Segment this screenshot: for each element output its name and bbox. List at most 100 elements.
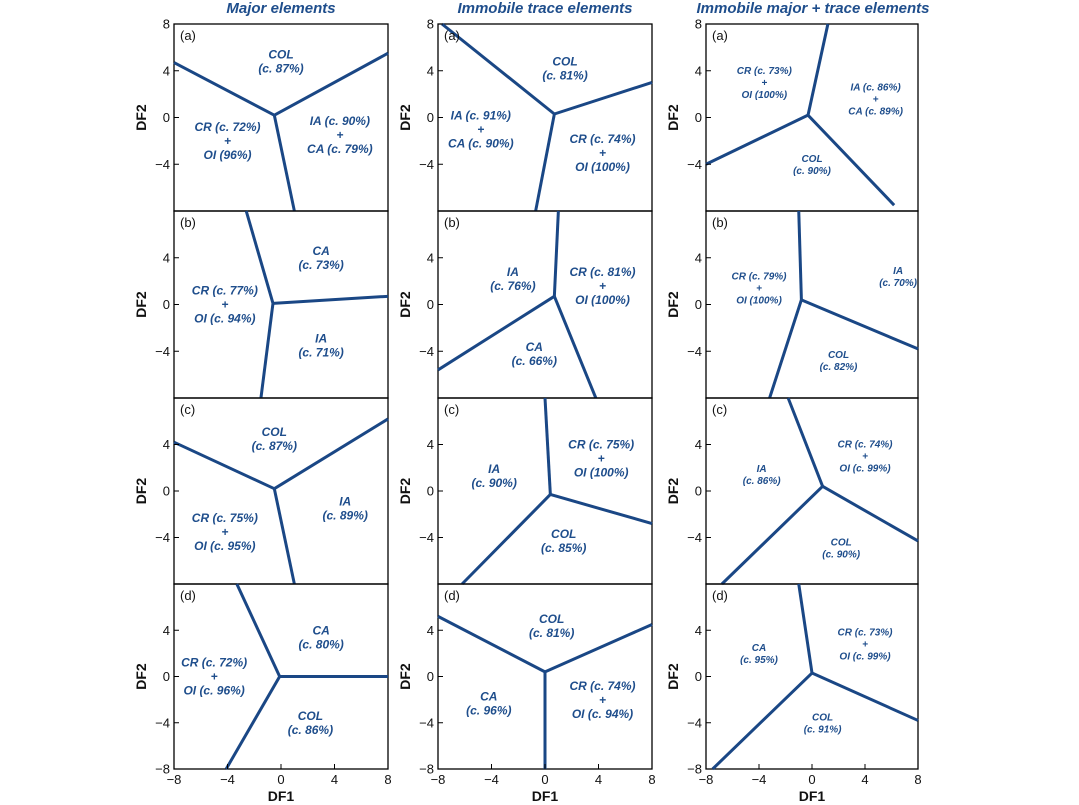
region-label-line: COL (552, 55, 577, 69)
region-label-line: + (756, 284, 762, 295)
region-label-line: OI (100%) (575, 160, 630, 174)
region-label-line: (c. 76%) (490, 279, 535, 293)
region-label-line: CR (c. 74%) (569, 132, 635, 146)
boundary-line (821, 485, 919, 543)
region-label: COL(c. 81%) (542, 55, 587, 83)
region-label-line: CA (312, 244, 329, 258)
panel-label: (b) (180, 215, 196, 230)
x-tick-label: 0 (808, 772, 815, 787)
region-label: CR (c. 74%)+OI (100%) (569, 132, 635, 174)
region-label: CA(c. 73%) (298, 244, 343, 272)
region-label-line: (c. 73%) (298, 258, 343, 272)
region-label-line: CA (752, 643, 766, 654)
region-label-line: + (862, 452, 868, 463)
region-label-line: OI (c. 96%) (183, 684, 244, 698)
region-label-line: CR (c. 72%) (194, 120, 260, 134)
region-label-line: CA (c. 90%) (448, 136, 514, 150)
column-title-major: Major elements (226, 0, 335, 17)
region-label: CR (c. 75%)+OI (c. 95%) (192, 511, 258, 553)
y-tick-label: 4 (163, 623, 170, 638)
region-label-line: IA (488, 462, 500, 476)
region-label-line: COL (262, 425, 287, 439)
y-tick-label: −8 (419, 762, 434, 777)
panel-label: (d) (712, 588, 728, 603)
boundary-line (272, 114, 296, 212)
region-label-line: CR (c. 72%) (181, 656, 247, 670)
x-tick-label: −4 (752, 772, 767, 787)
y-tick-label: 4 (163, 63, 170, 78)
region-label-line: CR (c. 81%) (569, 265, 635, 279)
region-label: COL(c. 86%) (288, 709, 333, 737)
panel-trace-c: 4 0 −4 (c) DF2 CR (c. 75%)+OI (100%) IA(c. 90%… (397, 397, 653, 586)
column-title-combined: Immobile major + trace elements (696, 0, 929, 17)
boundary-line (259, 303, 275, 399)
region-label-line: (c. 85%) (541, 541, 586, 555)
y-tick-label: 4 (163, 250, 170, 265)
panel-combined-b: 4 0 −4 (b) DF2 CR (c. 79%)+OI (100%) IA(c. 70%… (665, 210, 919, 399)
y-axis-label: DF2 (665, 478, 681, 505)
region-label-line: IA (339, 495, 351, 509)
region-label-line: COL (298, 709, 323, 723)
region-label: CR (c. 73%)+OI (c. 99%) (837, 628, 893, 663)
region-label: CR (c. 73%)+OI (100%) (737, 66, 793, 101)
x-tick-label: 8 (648, 772, 655, 787)
region-label-line: CR (c. 77%) (192, 284, 258, 298)
region-label: COL(c. 90%) (822, 537, 860, 560)
region-label: CR (c. 77%)+OI (c. 94%) (192, 284, 258, 326)
region-label-line: CA (480, 689, 497, 703)
region-label-line: CR (c. 74%) (569, 679, 635, 693)
y-tick-label: −4 (687, 157, 702, 172)
boundary-line (797, 210, 803, 300)
y-tick-label: 0 (695, 110, 702, 125)
y-tick-label: −8 (155, 762, 170, 777)
y-tick-label: −4 (155, 715, 170, 730)
y-axis-label: DF2 (397, 663, 413, 690)
column-title-trace: Immobile trace elements (457, 0, 632, 17)
region-label-line: (c. 96%) (466, 703, 511, 717)
boundary-line (811, 671, 919, 722)
region-label: IA (c. 86%)+CA (c. 89%) (848, 82, 903, 117)
x-tick-label: 4 (331, 772, 338, 787)
boundary-line (797, 583, 814, 674)
y-tick-label: 4 (695, 437, 702, 452)
x-tick-label: 4 (595, 772, 602, 787)
region-label-line: + (224, 134, 231, 148)
x-tick-label: 0 (541, 772, 548, 787)
y-tick-label: 0 (163, 484, 170, 499)
region-label: COL(c. 90%) (793, 154, 831, 177)
region-label-line: (c. 71%) (298, 346, 343, 360)
y-tick-label: 8 (427, 17, 434, 32)
region-label: IA(c. 76%) (490, 265, 535, 293)
boundary-line (534, 113, 556, 212)
column-titles: Major elements Immobile trace elements I… (226, 0, 929, 17)
panel-label: (b) (712, 215, 728, 230)
y-tick-label: 4 (427, 437, 434, 452)
region-label-line: (c. 80%) (298, 637, 343, 651)
y-tick-label: 4 (695, 250, 702, 265)
boundary-line (544, 623, 653, 674)
boundary-line (806, 23, 830, 116)
region-label: CA(c. 66%) (512, 340, 557, 368)
region-label-line: CA (c. 89%) (848, 106, 903, 117)
panel-major-c: 4 0 −4 (c) DF2 COL(c. 87%) CR (c. 75%)+OI (c. … (133, 397, 389, 585)
region-label: IA(c. 71%) (298, 332, 343, 360)
region-label: COL(c. 87%) (258, 48, 303, 76)
x-axis-label: DF1 (799, 788, 826, 804)
y-axis-label: DF2 (133, 291, 149, 318)
panel-trace-d: 4 0 −4 −8−8 −4 0 4 8 (d) DF2 DF1 COL(c. 81%) CA(c. 9… (397, 583, 656, 804)
x-tick-label: 0 (277, 772, 284, 787)
region-label-line: (c. 81%) (529, 626, 574, 640)
boundary-line (705, 113, 809, 166)
y-tick-label: 0 (427, 484, 434, 499)
boundary-line (800, 298, 919, 351)
region-label-line: COL (812, 712, 833, 723)
y-tick-label: 0 (695, 297, 702, 312)
region-label: IA(c. 89%) (323, 495, 368, 523)
boundary-line (437, 295, 556, 372)
y-tick-label: 8 (695, 17, 702, 32)
boundary-line (441, 22, 556, 116)
x-tick-label: 4 (861, 772, 868, 787)
